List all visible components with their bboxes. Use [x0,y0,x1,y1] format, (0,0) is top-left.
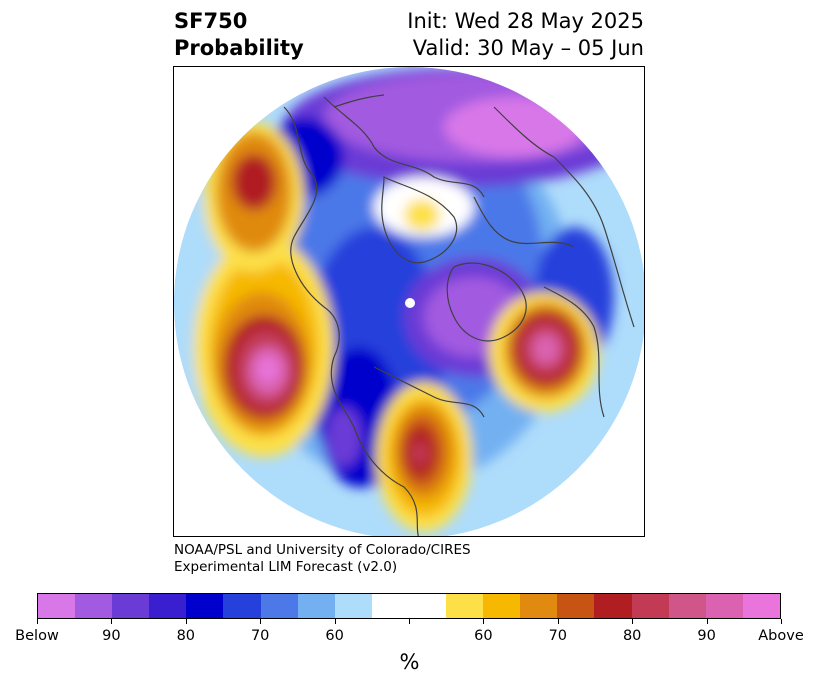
colorbar-tick-label: 80 [622,628,642,644]
colorbar-segment [408,594,447,618]
colorbar-segment [631,594,669,618]
colorbar-segment [260,594,298,618]
colorbar-segment [297,594,335,618]
colorbar-tick-label: 90 [697,628,716,644]
colorbar-segment [112,594,150,618]
colorbar-units: % [399,650,420,674]
colorbar-tick-mark [557,619,559,624]
colorbar-segment [594,594,632,618]
credit-line-1: NOAA/PSL and University of Colorado/CIRE… [174,542,471,558]
credit-line-2: Experimental LIM Forecast (v2.0) [174,559,398,575]
colorbar-tick-label: Above [758,628,804,644]
colorbar-segment [223,594,261,618]
colorbar-tick-mark [483,619,485,624]
colorbar-tick-label: 70 [548,628,568,644]
colorbar-tick-mark [111,619,113,624]
colorbar [37,593,781,619]
colorbar-segment [668,594,706,618]
credit-text: NOAA/PSL and University of Colorado/CIRE… [174,542,471,576]
map-panel [173,66,645,537]
colorbar-tick-label: 60 [474,628,493,644]
colorbar-tick-mark [334,619,336,624]
colorbar-segment [520,594,558,618]
north-pole-marker [405,298,415,308]
colorbar-tick-mark [781,619,782,624]
colorbar-tick-mark [260,619,262,624]
colorbar-tick-label: 90 [102,628,121,644]
colorbar-tick-mark [185,619,187,624]
colorbar-tick-label: Below [15,628,59,644]
colorbar-segment [557,594,595,618]
init-date: Init: Wed 28 May 2025 [407,9,644,33]
colorbar-segment [742,594,780,618]
variable-name: SF750 [174,9,248,33]
neg-rockies [326,407,362,467]
colorbar-tick-mark [37,619,38,624]
valid-range: Valid: 30 May – 05 Jun [412,36,644,60]
colorbar-tick-label: 80 [176,628,196,644]
colorbar-segment [371,594,409,618]
colorbar-segment [446,594,484,618]
colorbar-segment [75,594,113,618]
colorbar-segment [334,594,372,618]
colorbar-tick-label: 60 [325,628,344,644]
colorbar-segment [149,594,187,618]
colorbar-segment [186,594,224,618]
polar-map [174,67,644,536]
anomaly-field [174,67,644,536]
colorbar-tick-mark [706,619,708,624]
variable-type: Probability [174,36,304,60]
colorbar-tick-mark [409,619,410,624]
chart-title: SF750 Probability [174,8,304,62]
colorbar-tick-label: 70 [250,628,270,644]
colorbar-segment [38,594,76,618]
colorbar-segment [483,594,521,618]
colorbar-segment [705,594,743,618]
colorbar-tick-mark [632,619,634,624]
forecast-dates: Init: Wed 28 May 2025 Valid: 30 May – 05… [407,8,644,62]
